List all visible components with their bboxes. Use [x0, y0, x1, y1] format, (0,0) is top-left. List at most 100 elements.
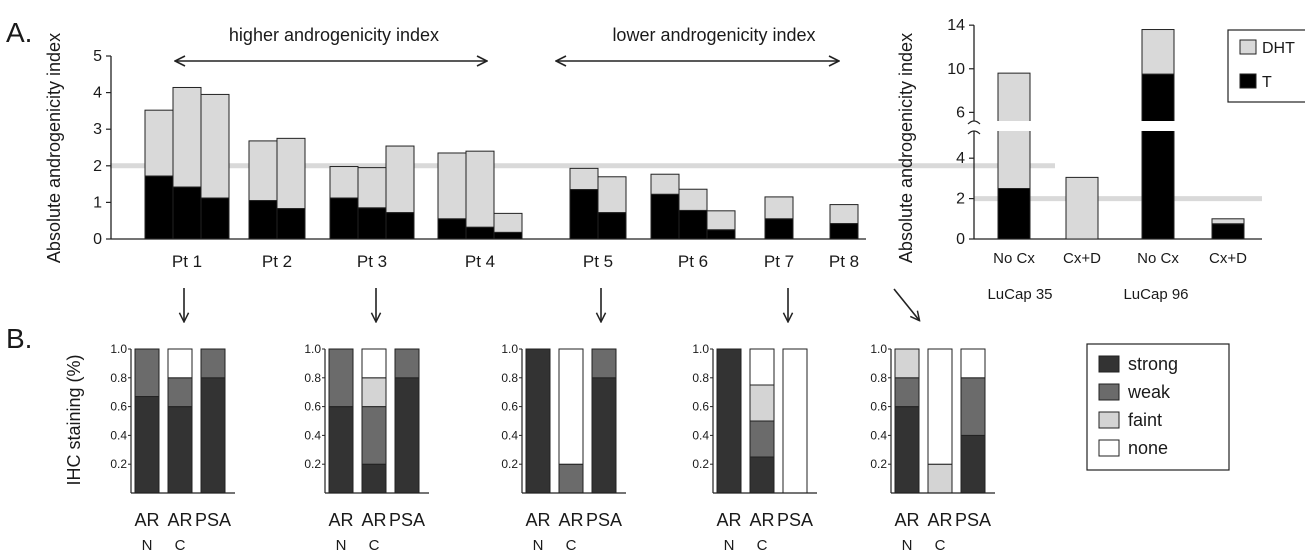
chart-b-axis-break-gap	[1139, 121, 1177, 131]
ihc-x-sublabel: N	[533, 537, 544, 552]
ihc-bar-strong	[960, 434, 986, 494]
chart-a-bar-dht	[172, 86, 202, 188]
lucap35-group-label: LuCap 35	[987, 286, 1052, 303]
ihc-y-tick-label: 0.8	[501, 371, 518, 385]
ihc-bar-none	[927, 348, 953, 465]
ihc-x-sublabel: C	[757, 537, 768, 552]
chart-a-y-tick-label: 5	[93, 48, 102, 65]
ihc-y-tick-label: 1.0	[304, 342, 321, 356]
chart-a-bar-dht	[597, 176, 627, 214]
chart-b-bar-dht	[1141, 29, 1175, 75]
chart-a-bar-dht	[385, 145, 415, 214]
chart-b-axis-break-upper	[967, 120, 981, 125]
chart-a-x-label: Pt 2	[262, 252, 292, 271]
chart-a-y-title-line-1: Absolute androgenicity index	[44, 33, 64, 263]
panel-label-b: B.	[6, 323, 32, 354]
ihc-bar-none	[960, 348, 986, 379]
ihc-bar-faint	[927, 463, 953, 494]
ihc-x-label: AR	[167, 510, 192, 530]
chart-a-bar-t	[829, 223, 859, 240]
ihc-bar-strong	[525, 348, 551, 494]
chart-a-bar-dht	[678, 188, 708, 211]
chart-b-y-tick-label: 4	[956, 150, 965, 167]
chart-a-bar-dht	[650, 173, 680, 195]
ihc-y-tick-label: 0.4	[692, 428, 709, 442]
panel-label-a: A.	[6, 17, 32, 48]
ihc-x-sublabel: C	[175, 537, 186, 552]
ihc-bar-none	[361, 348, 387, 379]
ihc-bar-weak	[960, 377, 986, 436]
ihc-bar-strong	[134, 396, 160, 494]
ihc-x-sublabel: N	[142, 537, 153, 552]
ihc-bar-strong	[361, 463, 387, 494]
chart-b-y-tick-label: 2	[956, 191, 965, 208]
chart-a-y-tick-label: 2	[93, 158, 102, 175]
ihc-x-sublabel: C	[369, 537, 380, 552]
chart-a-x-label: Pt 6	[678, 252, 708, 271]
ihc-x-sublabel: N	[902, 537, 913, 552]
ihc-y-tick-label: 1.0	[110, 342, 127, 356]
ihc-panel: 0.2 0.4 0.6 0.8 1.0 AR N AR C PSA	[304, 342, 429, 552]
ihc-x-label: AR	[525, 510, 550, 530]
ihc-bar-faint	[361, 377, 387, 408]
chart-a-bar-t	[706, 229, 736, 240]
ihc-y-tick-label: 0.4	[870, 428, 887, 442]
chart-a-bar-t	[569, 189, 599, 240]
chart-a-bar-t	[200, 197, 230, 240]
ihc-y-tick-label: 0.4	[304, 428, 321, 442]
chart-a-bar-dht	[276, 137, 306, 210]
chart-b-x-label: No Cx	[1137, 250, 1179, 267]
ihc-bar-strong	[167, 406, 193, 494]
ihc-y-tick-label: 0.6	[110, 400, 127, 414]
ihc-y-tick-label: 0.6	[870, 400, 887, 414]
chart-b-bar-dht	[1065, 176, 1099, 240]
chart-b-y-axis-title: Absolute androgenicity index	[896, 33, 916, 263]
ihc-y-tick-label: 0.8	[870, 371, 887, 385]
ihc-bar-strong	[894, 406, 920, 494]
ihc-x-label: PSA	[389, 510, 425, 530]
chart-b-y-tick-label: 0	[956, 231, 965, 248]
ihc-x-sublabel: C	[935, 537, 946, 552]
ihc-bar-strong	[394, 377, 420, 494]
chart-b-axis-break-lower	[967, 130, 981, 135]
chart-a-bar-t	[764, 218, 794, 240]
chart-a-bar-t	[172, 186, 202, 240]
chart-b-legend: DHT T	[1227, 29, 1305, 103]
ihc-y-tick-label: 0.2	[501, 457, 518, 471]
chart-a-bar-t	[493, 231, 523, 240]
ihc-y-tick-label: 0.2	[692, 457, 709, 471]
ihc-bar-faint	[749, 384, 775, 422]
ihc-legend-swatch	[1098, 411, 1120, 429]
ihc-legend-swatch	[1098, 383, 1120, 401]
chart-a-y-tick-label: 1	[93, 194, 102, 211]
ihc-y-tick-label: 0.8	[692, 371, 709, 385]
chart-b-legend-label: DHT	[1262, 40, 1295, 57]
ihc-x-label: AR	[328, 510, 353, 530]
chart-a-x-label: Pt 1	[172, 252, 202, 271]
ihc-y-tick-label: 0.4	[501, 428, 518, 442]
chart-b-x-label: Cx+D	[1063, 250, 1101, 267]
ihc-x-label: AR	[894, 510, 919, 530]
ihc-x-label: AR	[134, 510, 159, 530]
chart-b-y-ticks: 0 2 4 6 10 14	[947, 17, 974, 248]
chart-a-y-ticks: 0 1 2 3 4 5	[93, 48, 111, 248]
chart-b-y-tick-label: 14	[947, 17, 965, 34]
chart-a-x-label: Pt 3	[357, 252, 387, 271]
ihc-bar-strong	[716, 348, 742, 494]
ihc-x-label: AR	[361, 510, 386, 530]
lucap-androgenicity-chart: Absolute androgenicity index 0 2 4 6 10 14 No…	[896, 17, 1305, 303]
chart-a-y-tick-label: 0	[93, 231, 102, 248]
ihc-bar-weak	[591, 348, 617, 379]
ihc-bar-weak	[749, 420, 775, 458]
ihc-y-tick-label: 1.0	[501, 342, 518, 356]
chart-b-bar-t	[997, 188, 1031, 240]
chart-a-bar-dht	[569, 167, 599, 191]
ihc-y-tick-label: 1.0	[870, 342, 887, 356]
chart-a-bar-dht	[200, 93, 230, 199]
ihc-legend: strong weak faint none	[1086, 343, 1230, 471]
ihc-bar-none	[782, 348, 808, 494]
ihc-x-label: AR	[749, 510, 774, 530]
ihc-x-sublabel: N	[336, 537, 347, 552]
ihc-panel: 0.2 0.4 0.6 0.8 1.0 AR N AR C PSA	[692, 342, 817, 552]
